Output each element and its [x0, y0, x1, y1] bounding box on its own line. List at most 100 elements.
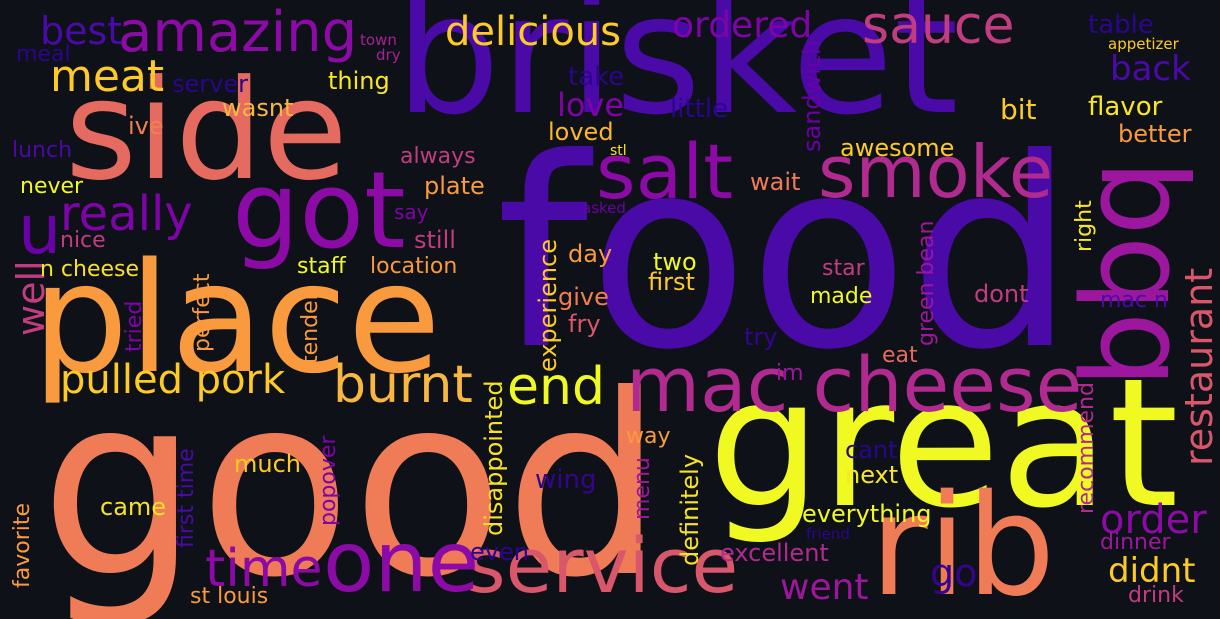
word-next: next	[845, 461, 899, 489]
word-right: right	[1072, 200, 1097, 252]
word-side: side	[65, 50, 348, 211]
word-town: town	[360, 31, 397, 49]
word-give: give	[558, 283, 609, 311]
word-eat: eat	[882, 343, 918, 368]
word-dont: dont	[974, 280, 1029, 308]
word-amazing: amazing	[118, 0, 358, 65]
word-experience: experience	[534, 238, 562, 372]
word-best: best	[40, 9, 123, 53]
word-came: came	[100, 493, 167, 521]
word-end: end	[507, 357, 605, 417]
word-staff: staff	[297, 254, 346, 279]
word-dry: dry	[376, 46, 401, 64]
word-love: love	[557, 86, 625, 124]
word-service: service	[466, 521, 739, 610]
word-delicious: delicious	[445, 9, 621, 55]
word-great: great	[708, 340, 1179, 547]
word-drink: drink	[1128, 583, 1184, 608]
word-made: made	[810, 284, 873, 309]
word-still: still	[414, 226, 456, 254]
word-better: better	[1118, 120, 1192, 148]
word-everything: everything	[802, 500, 932, 528]
word-cant: cant	[845, 436, 898, 464]
word-take: take	[568, 62, 625, 92]
word-stl: stl	[610, 143, 627, 159]
word-st-louis: st louis	[190, 584, 269, 609]
word-food: food	[496, 102, 1076, 407]
word-loved: loved	[548, 118, 614, 146]
word-table: table	[1088, 10, 1154, 40]
word-sauce: sauce	[862, 0, 1015, 56]
word-place: place	[32, 230, 441, 407]
word-awesome: awesome	[840, 134, 955, 162]
word-burnt: burnt	[333, 355, 473, 415]
word-location: location	[370, 254, 458, 279]
word-plate: plate	[424, 172, 485, 200]
word-fry: fry	[568, 310, 601, 338]
word-ive: ive	[128, 112, 164, 140]
word-time: time	[205, 539, 323, 599]
word-order: order	[1100, 497, 1207, 543]
word-got: got	[232, 149, 406, 272]
word-thing: thing	[328, 67, 390, 95]
word-server: server	[172, 70, 248, 98]
word-two: two	[653, 248, 697, 276]
word-good: good	[40, 341, 664, 619]
word-didnt: didnt	[1108, 551, 1196, 591]
word-go: go	[930, 551, 978, 595]
word-sandwich: sandwich	[798, 39, 826, 152]
word-im: im	[776, 361, 804, 386]
word-flavor: flavor	[1088, 92, 1163, 122]
word-first: first	[648, 268, 695, 296]
word-never: never	[20, 174, 84, 199]
word-day: day	[568, 240, 613, 268]
word-salt: salt	[596, 127, 734, 216]
word-mac-cheese: mac cheese	[626, 340, 1083, 429]
word-bit: bit	[1000, 93, 1037, 126]
word-much: much	[234, 450, 301, 478]
word-really: really	[60, 186, 193, 242]
word-smoke: smoke	[818, 130, 1054, 214]
word-brisket: brisket	[395, 0, 959, 152]
word-recommend: recommend	[1074, 382, 1099, 514]
word-first-time: first time	[174, 448, 199, 548]
word-disappointed: disappointed	[480, 380, 508, 536]
word-popover: popover	[316, 435, 341, 526]
word-mac-n: mac n	[1100, 288, 1168, 313]
word-perfect: perfect	[190, 273, 215, 352]
word-definitely: definitely	[676, 453, 704, 566]
word-u: u	[18, 191, 62, 270]
word-ordered: ordered	[672, 5, 813, 46]
word-say: say	[394, 200, 429, 224]
word-wing: wing	[535, 465, 597, 495]
word-went: went	[780, 567, 869, 608]
word-little: little	[670, 94, 729, 124]
word-friend: friend	[806, 525, 850, 543]
word-excellent: excellent	[720, 539, 829, 567]
word-favorite: favorite	[10, 502, 35, 588]
word-star: star	[822, 256, 865, 281]
word-pulled-pork: pulled pork	[60, 357, 286, 403]
word-always: always	[400, 144, 476, 169]
word-way: way	[626, 424, 671, 449]
word-try: try	[744, 323, 778, 351]
word-wait: wait	[750, 168, 801, 196]
word-appetizer: appetizer	[1108, 35, 1179, 53]
word-lunch: lunch	[12, 138, 73, 163]
word-tender: tender	[298, 291, 323, 364]
word-rib: rib	[870, 465, 1056, 619]
word-dinner: dinner	[1100, 530, 1171, 555]
word-wasnt: wasnt	[222, 94, 294, 122]
word-n-cheese: n cheese	[40, 257, 140, 282]
word-menu: menu	[630, 457, 655, 520]
word-asked: asked	[582, 199, 626, 217]
word-even: even	[470, 538, 529, 566]
word-restaurant: restaurant	[1177, 267, 1220, 466]
word-green-bean: green bean	[914, 220, 939, 346]
word-bbq: bbq	[1058, 159, 1197, 388]
word-back: back	[1110, 49, 1191, 89]
word-one: one	[323, 513, 480, 611]
word-meal: meal	[16, 42, 71, 67]
word-tried: tried	[122, 300, 147, 352]
